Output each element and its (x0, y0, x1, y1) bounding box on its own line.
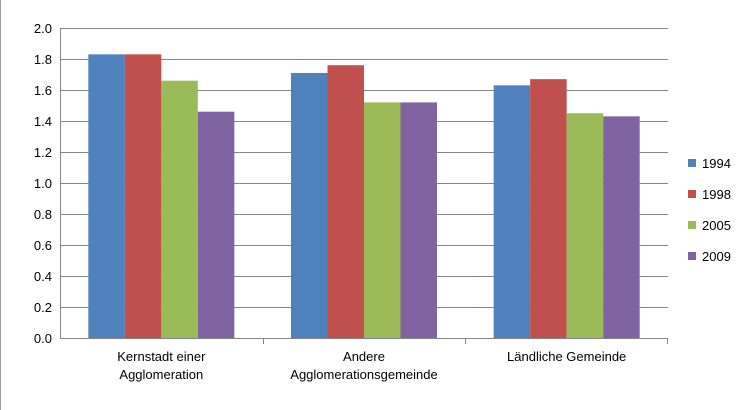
legend-swatch-2005 (688, 221, 696, 229)
bar-2009-cat2 (400, 102, 437, 339)
x-axis-category-labels: Kernstadt einer Agglomeration Andere Agglom… (117, 349, 626, 382)
y-tick-label: 0.4 (34, 269, 52, 284)
y-tick-label: 1.0 (34, 176, 52, 191)
bar-1998-cat3 (530, 79, 567, 339)
y-tick-label: 2.0 (34, 21, 52, 36)
legend-swatch-1994 (688, 159, 696, 167)
axes (0, 0, 668, 410)
bar-1998-cat2 (327, 65, 364, 338)
y-tick-label: 0.6 (34, 238, 52, 253)
bar-1998-cat1 (124, 54, 162, 338)
y-tick-label: 1.8 (34, 52, 52, 67)
y-axis-tick-labels: 0.0 0.2 0.4 0.6 0.8 1.0 1.2 1.4 1.6 1.8 2.0 (34, 21, 52, 346)
legend: 1994 1998 2005 2009 (688, 156, 731, 264)
y-tick-label: 0.8 (34, 207, 52, 222)
legend-label-1998: 1998 (702, 187, 731, 202)
y-tick-label: 0.0 (34, 331, 52, 346)
bars (88, 54, 640, 339)
legend-swatch-2009 (688, 252, 696, 260)
x-category-label: Agglomerationsgemeinde (290, 367, 437, 382)
legend-label-2009: 2009 (702, 249, 731, 264)
y-tick-label: 1.2 (34, 145, 52, 160)
bar-2005-cat3 (566, 113, 604, 338)
bar-1994-cat2 (291, 72, 328, 338)
legend-swatch-1998 (688, 190, 696, 198)
bar-2009-cat3 (603, 116, 640, 338)
bar-1994-cat1 (88, 54, 125, 338)
x-category-label: Kernstadt einer (117, 349, 206, 364)
bar-2009-cat1 (197, 111, 235, 338)
legend-label-2005: 2005 (702, 218, 731, 233)
bar-2005-cat1 (161, 80, 198, 338)
y-tick-label: 1.4 (34, 114, 52, 129)
x-category-label: Andere (343, 349, 385, 364)
x-category-label: Ländliche Gemeinde (507, 349, 626, 364)
y-tick-label: 0.2 (34, 300, 52, 315)
bar-2005-cat2 (364, 102, 401, 339)
legend-label-1994: 1994 (702, 156, 731, 171)
x-category-label: Agglomeration (119, 367, 203, 382)
y-tick-label: 1.6 (34, 83, 52, 98)
bar-1994-cat3 (493, 85, 531, 338)
